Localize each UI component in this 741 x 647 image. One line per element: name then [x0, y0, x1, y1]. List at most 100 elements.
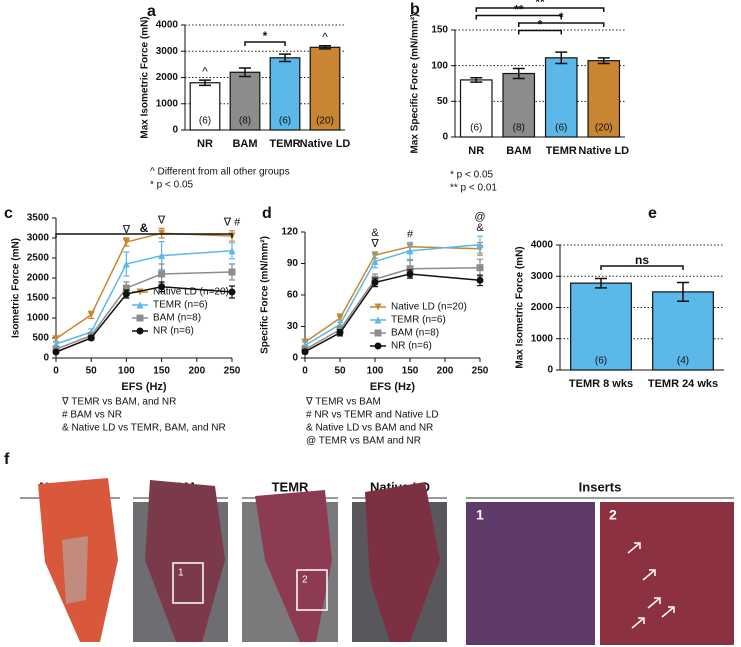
marker-label: ^ — [202, 64, 208, 78]
y-tick-label: 3000 — [531, 271, 554, 282]
significance-bracket — [475, 14, 562, 20]
footnote: & Native LD vs BAM and NR — [306, 423, 433, 434]
tissue-photo — [145, 480, 225, 642]
bar — [652, 291, 714, 371]
y-tick-label: 0 — [292, 353, 298, 364]
point — [228, 268, 236, 276]
legend-marker — [374, 342, 382, 350]
y-tick-label: 2500 — [27, 253, 50, 264]
significance-label: ** — [514, 3, 524, 17]
y-axis-label: Specific Force (mN/mm²) — [260, 236, 271, 354]
insert-photo — [466, 502, 595, 645]
marker-label: & — [371, 227, 379, 239]
n-label: (20) — [316, 116, 334, 127]
n-label: (8) — [239, 116, 251, 127]
marker-label: & — [476, 222, 484, 234]
y-axis-label: Max Specific Force (mN/mm²) — [410, 13, 421, 153]
legend-marker — [136, 327, 144, 335]
point — [228, 247, 236, 255]
point — [122, 290, 130, 298]
point — [158, 252, 166, 260]
x-tick-label: 50 — [86, 366, 98, 377]
y-tick-label: 0 — [43, 353, 49, 364]
point — [406, 270, 414, 278]
legend-marker — [374, 329, 382, 337]
point — [406, 265, 414, 273]
marker-label: ^ — [322, 30, 328, 44]
insert-photo — [600, 502, 734, 645]
x-tick-label: NR — [468, 145, 484, 157]
significance-label: & — [140, 221, 149, 235]
insert-box — [296, 569, 328, 611]
legend-label: NR (n=6) — [153, 326, 194, 337]
point — [406, 247, 414, 255]
error-bar — [199, 79, 211, 87]
x-tick-label: 50 — [334, 366, 346, 377]
x-tick-label: Native LD — [578, 145, 629, 157]
legend-marker — [136, 314, 144, 322]
panel-letter: d — [262, 205, 272, 222]
tissue-photo — [62, 536, 88, 604]
tissue-photo — [365, 482, 440, 642]
significance-bracket — [244, 41, 286, 46]
x-tick-label: BAM — [232, 138, 257, 150]
y-tick-label: 2000 — [531, 302, 554, 313]
y-tick-label: 4000 — [531, 240, 554, 251]
legend-label: NR (n=6) — [391, 341, 432, 352]
footnote: ∇ TEMR vs BAM — [305, 397, 381, 408]
y-tick-label: 500 — [32, 333, 49, 344]
y-tick-label: 30 — [287, 321, 299, 332]
error-bar — [597, 57, 610, 65]
y-tick-label: 0 — [547, 365, 553, 376]
photo-title: TEMR — [272, 479, 309, 494]
x-tick-label: BAM — [506, 145, 531, 157]
marker-label: ∇ — [157, 214, 166, 226]
bar — [544, 57, 578, 138]
insert-label: 1 — [178, 568, 184, 579]
point — [52, 335, 60, 343]
error-bar — [555, 51, 568, 65]
point — [476, 264, 484, 272]
point — [52, 348, 60, 356]
n-label: (4) — [677, 356, 689, 367]
insert-label: 2 — [302, 575, 308, 586]
x-tick-label: 150 — [402, 366, 419, 377]
marker-label: ∇ # — [223, 217, 241, 229]
bar — [269, 57, 301, 131]
point — [476, 241, 484, 249]
y-tick-label: 150 — [431, 25, 448, 36]
significance-label: * — [538, 18, 543, 32]
x-tick-label: 100 — [118, 366, 135, 377]
x-axis-label: EFS (Hz) — [370, 381, 416, 393]
legend-label: BAM (n=8) — [153, 313, 201, 324]
point — [122, 260, 130, 268]
panel-letter: f — [4, 451, 10, 468]
legend-label: Native LD (n=20) — [153, 287, 229, 298]
y-tick-label: 1000 — [156, 98, 179, 109]
y-tick-label: 100 — [431, 60, 448, 71]
y-tick-label: 4000 — [156, 20, 179, 31]
x-tick-label: TEMR — [269, 138, 300, 150]
footnote: & Native LD vs TEMR, BAM, and NR — [62, 423, 226, 434]
point — [336, 329, 344, 337]
n-label: (20) — [595, 123, 613, 134]
n-label: (6) — [279, 116, 291, 127]
footnote: # BAM vs NR — [62, 410, 122, 421]
legend-marker — [374, 316, 382, 324]
n-label: (8) — [513, 123, 525, 134]
insert-box — [172, 562, 204, 604]
legend-marker — [136, 301, 144, 309]
significance-bracket — [518, 29, 562, 35]
y-tick-label: 1000 — [27, 313, 50, 324]
x-tick-label: TEMR 8 wks — [569, 378, 633, 390]
point — [158, 270, 166, 278]
legend-label: TEMR (n=6) — [391, 315, 446, 326]
y-tick-label: 2000 — [27, 273, 50, 284]
point — [122, 238, 130, 246]
error-bar — [512, 67, 525, 80]
n-label: (6) — [595, 356, 607, 367]
panel-f: f No Repair BAM 1 TEMR 2 Native LD Inser… — [4, 451, 734, 645]
y-tick-label: 1000 — [531, 333, 554, 344]
footnote: @ TEMR vs BAM and NR — [306, 436, 421, 447]
